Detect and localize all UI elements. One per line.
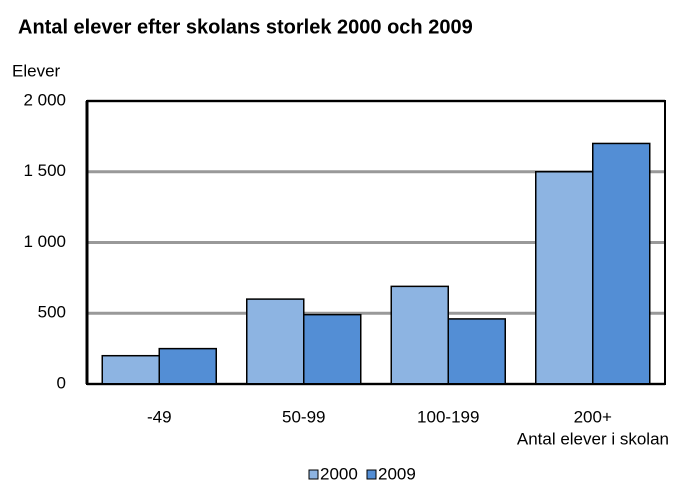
bar	[390, 285, 449, 385]
bar	[158, 347, 217, 385]
bar	[246, 298, 305, 385]
bar	[101, 354, 160, 385]
bar	[447, 318, 506, 385]
y-tick-label: 0	[57, 373, 66, 392]
y-tick-label: 500	[38, 303, 66, 322]
x-tick-label: 100-199	[417, 407, 479, 426]
chart-title: Antal elever efter skolans storlek 2000 …	[18, 16, 473, 38]
bar	[303, 313, 362, 385]
x-tick-label: 200+	[574, 407, 612, 426]
legend-swatch	[366, 469, 377, 480]
bar	[535, 171, 594, 385]
legend-swatch	[308, 469, 319, 480]
bar	[592, 142, 651, 385]
x-tick-label: -49	[147, 407, 172, 426]
legend-label: 2009	[378, 464, 416, 483]
y-tick-label: 1 500	[23, 161, 66, 180]
legend-label: 2000	[320, 464, 358, 483]
y-axis-label: Elever	[12, 61, 61, 80]
x-axis-label: Antal elever i skolan	[517, 429, 669, 448]
y-tick-label: 2 000	[23, 90, 66, 109]
y-tick-label: 1 000	[23, 232, 66, 251]
x-tick-label: 50-99	[282, 407, 325, 426]
